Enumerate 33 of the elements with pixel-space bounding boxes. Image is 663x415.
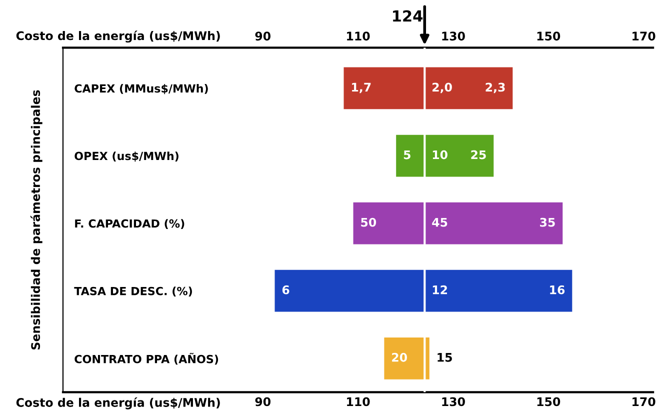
- annotation: 16: [550, 285, 565, 294]
- annotation: 20: [392, 352, 407, 362]
- annotation: 6: [282, 285, 290, 294]
- y-tick-label: CAPEX (MMus$/MWh): [74, 84, 208, 94]
- x-tick-label: 130: [442, 397, 465, 406]
- annotation: 25: [471, 150, 486, 160]
- annotation: 45: [432, 218, 448, 227]
- y-axis-title: Sensibilidad de parámetros principales: [30, 90, 42, 350]
- annotation: 2,0: [432, 82, 452, 94]
- annotation: 15: [438, 353, 452, 362]
- x-tick-label: 110: [347, 397, 370, 406]
- x2-tick-label: 110: [347, 32, 370, 41]
- y-tick-label: TASA DE DESC. (%): [74, 286, 192, 297]
- annotation: 50: [361, 218, 376, 227]
- x-tick-label: 170: [632, 397, 656, 406]
- x2-tick-label: 130: [442, 32, 465, 41]
- x2-tick-label: 150: [537, 32, 560, 41]
- annotation: 10: [432, 150, 448, 160]
- y-tick-label: OPEX (us$/MWh): [74, 152, 178, 162]
- ref-line-label: 124: [393, 10, 423, 22]
- annotation: 2,3: [486, 82, 505, 94]
- annotation: 35: [540, 218, 555, 227]
- x2-tick-label: 90: [255, 32, 270, 41]
- x2-axis-title: Costo de la energía (us$/MWh): [16, 30, 220, 43]
- annotation: 12: [432, 285, 447, 294]
- x-tick-label: 150: [537, 397, 560, 406]
- y-tick-label: CONTRATO PPA (AÑOS): [74, 352, 218, 365]
- x-axis-title: Costo de la energía (us$/MWh): [16, 397, 220, 410]
- annotation: 1,7: [352, 82, 371, 94]
- annotation: 5: [404, 150, 410, 160]
- y-tick-label: F. CAPACIDAD (%): [75, 219, 184, 230]
- x2-tick-label: 170: [632, 32, 656, 41]
- x-tick-label: 90: [255, 397, 270, 406]
